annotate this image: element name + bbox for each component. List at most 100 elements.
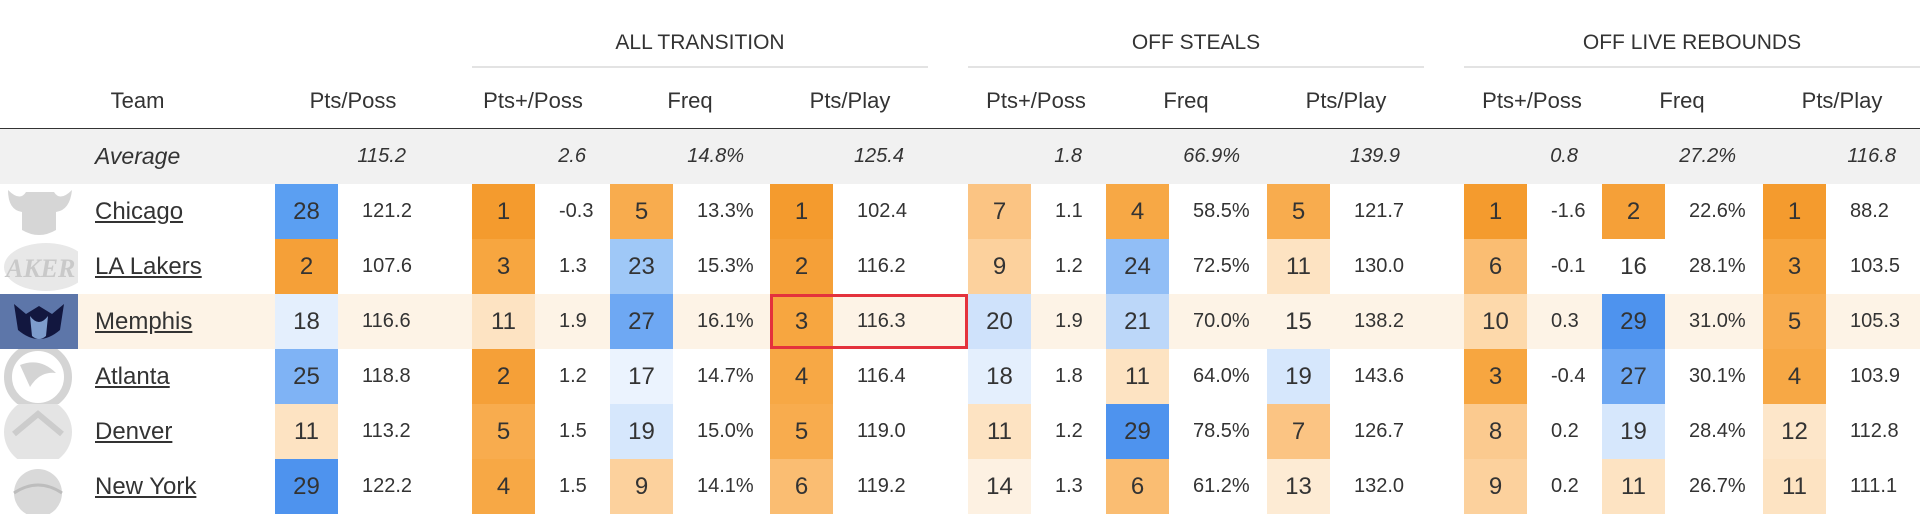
group-underline	[968, 66, 1424, 68]
value-cell-rebounds-pts-plus: -1.6	[1551, 200, 1586, 222]
value-cell-steals-freq: 64.0%	[1193, 365, 1250, 387]
rank-cell-steals-pts-plus: 14	[968, 459, 1031, 514]
value-cell-steals-freq: 58.5%	[1193, 200, 1250, 222]
value-cell-rebounds-freq: 30.1%	[1689, 365, 1746, 387]
value-cell-steals-pts-plus: 1.2	[1055, 420, 1083, 442]
team-link[interactable]: LA Lakers	[95, 253, 202, 280]
value-cell-transition-freq: 16.1%	[697, 310, 754, 332]
value-cell-steals-pts-plus: 1.3	[1055, 475, 1083, 497]
value-cell-steals-freq: 72.5%	[1193, 255, 1250, 277]
rank-cell-transition-pts-play: 5	[770, 404, 833, 459]
value-cell-pts-poss: 122.2	[362, 475, 413, 497]
header-rebounds-pts-plus-poss[interactable]: Pts+/Poss	[1482, 88, 1582, 113]
rank-cell-transition-freq: 19	[610, 404, 673, 459]
rank-cell-pts-poss: 11	[275, 404, 338, 459]
header-transition-freq[interactable]: Freq	[667, 88, 713, 113]
value-cell-transition-freq: 13.3%	[697, 200, 754, 222]
table-row: Chicago 28 121.2 1 -0.3 5 13.3% 1 102.4 7 1.1 4 58.5…	[0, 184, 1920, 239]
rank-cell-transition-pts-plus: 11	[472, 294, 535, 349]
rank-cell-rebounds-freq: 11	[1602, 459, 1665, 514]
column-group-header-row: ALL TRANSITION OFF STEALS OFF LIVE REBOU…	[0, 0, 1920, 68]
rank-cell-transition-pts-play: 6	[770, 459, 833, 514]
value-cell-transition-pts-plus: 1.9	[559, 310, 587, 332]
header-transition-pts-play[interactable]: Pts/Play	[809, 88, 891, 113]
value-cell-pts-poss: 113.2	[362, 420, 411, 442]
value-cell-pts-poss: 107.6	[362, 255, 413, 277]
value-cell-steals-pts-play: 121.7	[1354, 200, 1405, 222]
header-steals-freq[interactable]: Freq	[1163, 88, 1209, 113]
value-cell-steals-pts-plus: 1.9	[1055, 310, 1083, 332]
average-transition-pts-play: 125.4	[853, 145, 904, 167]
rank-cell-steals-pts-play: 5	[1267, 184, 1330, 239]
rank-cell-steals-freq: 24	[1106, 239, 1169, 294]
rank-cell-rebounds-pts-plus: 6	[1464, 239, 1527, 294]
rank-cell-rebounds-pts-plus: 3	[1464, 349, 1527, 404]
rank-cell-rebounds-pts-play: 4	[1763, 349, 1826, 404]
rank-cell-rebounds-pts-plus: 10	[1464, 294, 1527, 349]
rank-cell-pts-poss: 29	[275, 459, 338, 514]
header-transition-pts-plus-poss[interactable]: Pts+/Poss	[483, 88, 583, 113]
group-all-transition: ALL TRANSITION	[472, 28, 928, 68]
rank-cell-steals-pts-play: 7	[1267, 404, 1330, 459]
value-cell-pts-poss: 121.2	[362, 200, 413, 222]
team-link[interactable]: New York	[95, 473, 197, 500]
hawks-logo	[0, 349, 78, 404]
value-cell-transition-pts-plus: 1.3	[559, 255, 587, 277]
value-cell-transition-pts-plus: -0.3	[559, 200, 594, 222]
value-cell-steals-pts-play: 126.7	[1354, 420, 1405, 442]
value-cell-steals-freq: 78.5%	[1193, 420, 1250, 442]
rank-cell-rebounds-pts-play: 12	[1763, 404, 1826, 459]
rank-cell-transition-freq: 5	[610, 184, 673, 239]
rank-cell-steals-freq: 6	[1106, 459, 1169, 514]
value-cell-transition-freq: 14.1%	[697, 475, 754, 497]
rank-cell-pts-poss: 18	[275, 294, 338, 349]
value-cell-steals-pts-play: 130.0	[1354, 255, 1405, 277]
value-cell-pts-poss: 116.6	[362, 310, 411, 332]
rank-cell-rebounds-freq: 29	[1602, 294, 1665, 349]
header-rebounds-freq[interactable]: Freq	[1659, 88, 1705, 113]
value-cell-transition-pts-plus: 1.2	[559, 365, 587, 387]
rank-cell-steals-pts-plus: 11	[968, 404, 1031, 459]
rank-cell-transition-freq: 27	[610, 294, 673, 349]
lakers-logo: AKER	[0, 239, 78, 294]
rank-cell-transition-pts-play: 4	[770, 349, 833, 404]
value-cell-transition-pts-play: 116.3	[857, 310, 906, 332]
value-cell-transition-pts-play: 119.2	[857, 475, 906, 497]
rank-cell-rebounds-pts-plus: 8	[1464, 404, 1527, 459]
value-cell-rebounds-pts-play: 111.1	[1850, 475, 1898, 497]
rank-cell-steals-freq: 11	[1106, 349, 1169, 404]
average-transition-freq: 14.8%	[687, 145, 744, 167]
value-cell-rebounds-freq: 31.0%	[1689, 310, 1746, 332]
header-team[interactable]: Team	[110, 88, 165, 113]
value-cell-rebounds-freq: 26.7%	[1689, 475, 1746, 497]
value-cell-steals-freq: 70.0%	[1193, 310, 1250, 332]
value-cell-transition-pts-play: 116.2	[857, 255, 906, 277]
group-off-steals: OFF STEALS	[968, 28, 1424, 68]
header-steals-pts-play[interactable]: Pts/Play	[1305, 88, 1387, 113]
team-link[interactable]: Denver	[95, 418, 173, 445]
rank-cell-pts-poss: 25	[275, 349, 338, 404]
value-cell-rebounds-pts-plus: 0.2	[1551, 475, 1579, 497]
team-link[interactable]: Atlanta	[95, 363, 170, 390]
header-pts-poss[interactable]: Pts/Poss	[309, 88, 397, 113]
header-steals-pts-plus-poss[interactable]: Pts+/Poss	[986, 88, 1086, 113]
average-rebounds-pts-play: 116.8	[1847, 145, 1896, 167]
value-cell-rebounds-pts-play: 112.8	[1850, 420, 1899, 442]
rank-cell-rebounds-pts-plus: 1	[1464, 184, 1527, 239]
average-rebounds-freq: 27.2%	[1679, 145, 1736, 167]
value-cell-rebounds-freq: 22.6%	[1689, 200, 1746, 222]
group-label: OFF STEALS	[1131, 31, 1261, 54]
team-link[interactable]: Memphis	[95, 308, 193, 335]
header-rebounds-pts-play[interactable]: Pts/Play	[1801, 88, 1883, 113]
rank-cell-steals-pts-plus: 20	[968, 294, 1031, 349]
value-cell-transition-freq: 15.3%	[697, 255, 754, 277]
team-link[interactable]: Chicago	[95, 198, 184, 225]
rank-cell-steals-pts-play: 11	[1267, 239, 1330, 294]
nuggets-logo	[0, 404, 78, 459]
group-underline	[1464, 66, 1920, 68]
rank-cell-transition-freq: 17	[610, 349, 673, 404]
value-cell-rebounds-pts-plus: 0.3	[1551, 310, 1579, 332]
value-cell-steals-pts-plus: 1.8	[1055, 365, 1083, 387]
value-cell-rebounds-pts-plus: -0.1	[1551, 255, 1586, 277]
